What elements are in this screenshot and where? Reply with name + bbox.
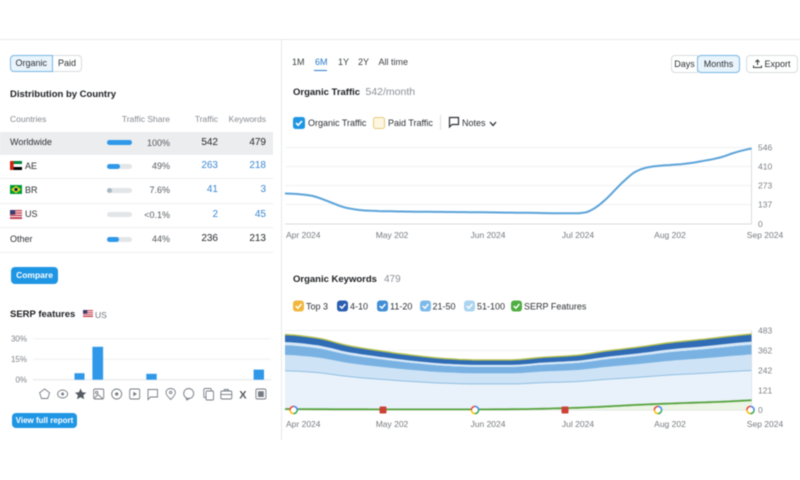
svg-text:May 202: May 202 (376, 230, 409, 240)
svg-text:Jul 2024: Jul 2024 (562, 419, 594, 429)
svg-text:May 202: May 202 (376, 419, 409, 429)
svg-text:SERP Features: SERP Features (524, 302, 587, 312)
svg-text:0: 0 (758, 405, 763, 415)
svg-text:483: 483 (758, 326, 772, 336)
svg-text:Sep 2024: Sep 2024 (747, 419, 784, 429)
svg-text:Jun 2024: Jun 2024 (471, 419, 506, 429)
svg-text:Apr 2024: Apr 2024 (286, 419, 321, 429)
svg-text:546: 546 (758, 143, 772, 153)
svg-text:137: 137 (758, 200, 772, 210)
svg-text:21-50: 21-50 (433, 302, 456, 312)
svg-text:15%: 15% (11, 355, 27, 364)
svg-text:Jun 2024: Jun 2024 (471, 230, 506, 240)
svg-text:Aug 202: Aug 202 (654, 419, 686, 429)
svg-text:0%: 0% (15, 376, 27, 385)
svg-text:0: 0 (758, 219, 763, 229)
svg-text:Top 3: Top 3 (306, 302, 328, 312)
svg-text:410: 410 (758, 162, 772, 172)
svg-text:121: 121 (758, 385, 772, 395)
svg-text:30%: 30% (11, 335, 27, 344)
svg-text:Apr 2024: Apr 2024 (286, 230, 321, 240)
svg-text:4-10: 4-10 (350, 302, 368, 312)
svg-text:11-20: 11-20 (390, 302, 412, 312)
svg-text:Sep 2024: Sep 2024 (747, 230, 784, 240)
svg-text:242: 242 (758, 365, 772, 375)
svg-text:Jul 2024: Jul 2024 (562, 230, 594, 240)
svg-text:X: X (239, 390, 247, 402)
svg-text:273: 273 (758, 181, 772, 191)
svg-text:362: 362 (758, 346, 772, 356)
svg-text:51-100: 51-100 (477, 302, 505, 312)
svg-text:Aug 202: Aug 202 (654, 230, 686, 240)
